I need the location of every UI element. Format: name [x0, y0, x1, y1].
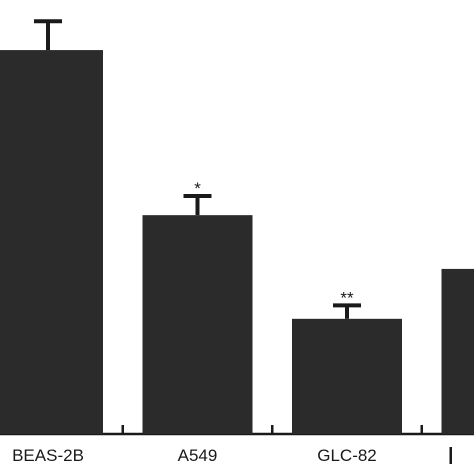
cropped-tick-label-fragment [449, 447, 452, 464]
significance-label: * [194, 179, 201, 198]
x-tick-label: GLC-82 [317, 446, 377, 465]
tick-labels-group: BEAS-2B A549 GLC-82 [12, 446, 452, 465]
x-tick-label: BEAS-2B [12, 446, 84, 465]
bar-a549 [142, 215, 253, 434]
error-bars-group [34, 19, 361, 319]
significance-label: ** [340, 288, 354, 307]
bar-glc-82 [292, 318, 402, 434]
bars-group [0, 50, 474, 434]
significance-labels-group: *** [194, 179, 354, 307]
bar-beas-2b [0, 50, 103, 434]
x-tick-label: A549 [178, 446, 218, 465]
bar-cropped [441, 268, 474, 434]
